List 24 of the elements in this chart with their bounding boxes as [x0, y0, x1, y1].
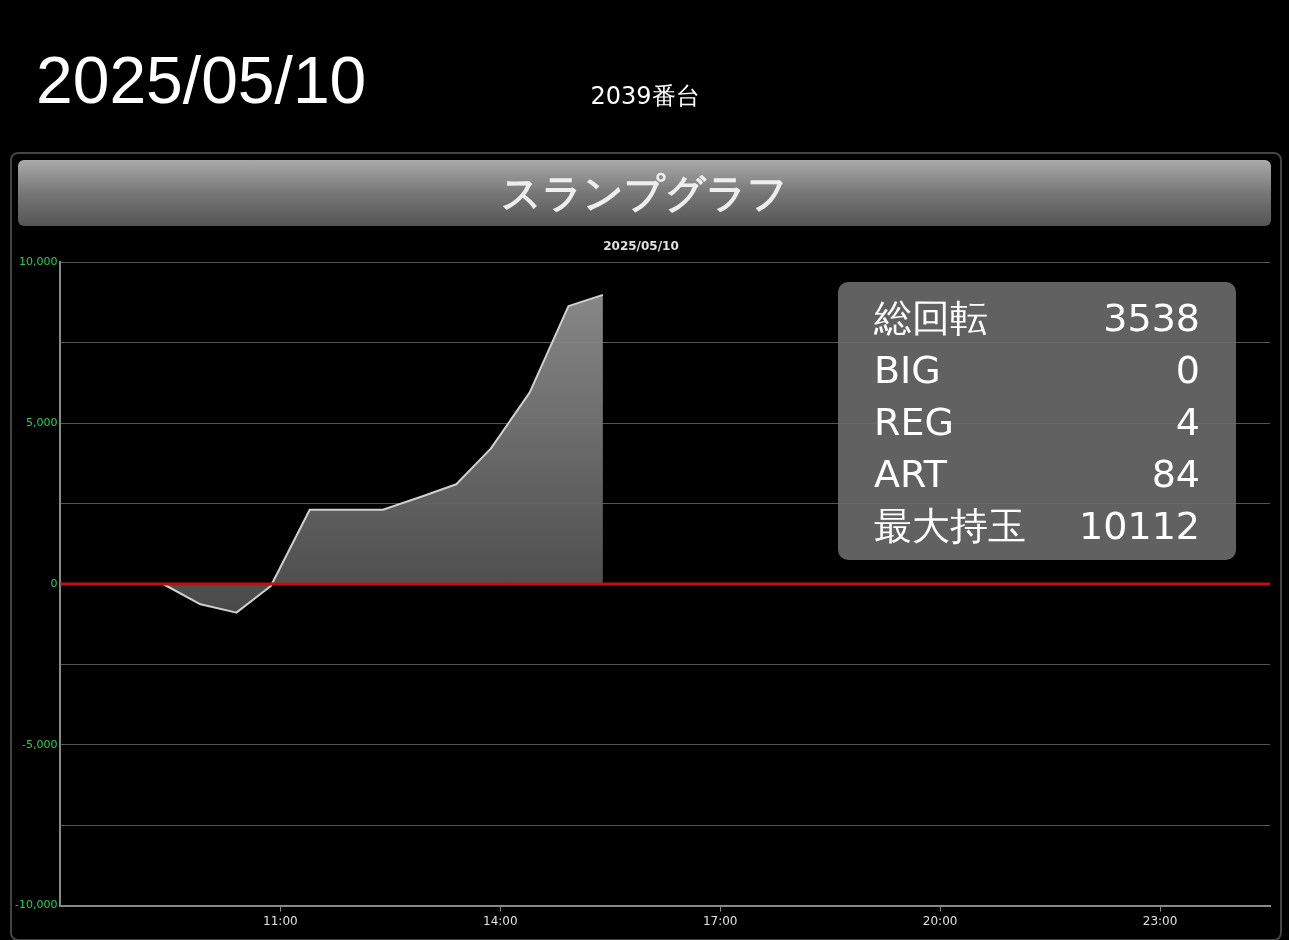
annotation: ART: [874, 451, 947, 498]
y-tick-label: 5,000: [25, 416, 58, 430]
y-tick-label: -10,000: [14, 898, 58, 912]
x-tick-label: 17:00: [702, 913, 738, 928]
annotation: BIG: [874, 347, 941, 394]
chart-subtitle: 2039番台: [589, 81, 701, 112]
annotation: 総回転: [874, 295, 988, 342]
y-tick-label: 0: [50, 576, 58, 590]
y-tick-label: 10,000: [18, 255, 58, 269]
x-tick-label: 23:00: [1142, 913, 1178, 928]
annotation: 0: [1175, 347, 1200, 394]
annotation: 最大持玉: [874, 503, 1026, 550]
chart-title: 2025/05/10: [603, 239, 679, 254]
y-tick-label: -5,000: [21, 737, 58, 751]
text: 2025/05/10: [36, 42, 367, 118]
annotation: 3538: [1103, 295, 1200, 342]
annotation: REG: [874, 399, 954, 446]
x-tick-label: 14:00: [482, 913, 518, 928]
x-tick-label: 11:00: [263, 913, 298, 928]
annotation: 84: [1151, 451, 1200, 498]
x-tick-label: 20:00: [922, 913, 958, 928]
annotation: 4: [1175, 399, 1200, 446]
annotation: 10112: [1079, 503, 1200, 550]
text: スランプグラフ: [18, 160, 1271, 226]
